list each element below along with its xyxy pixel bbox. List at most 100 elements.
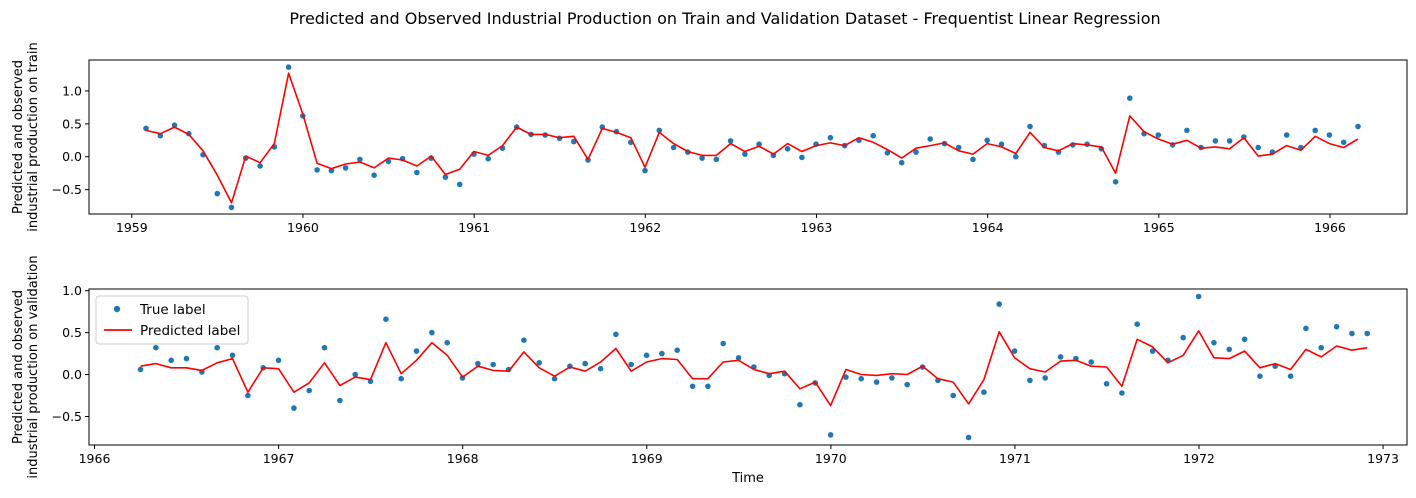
observed-point: [485, 155, 492, 162]
observed-point: [1326, 132, 1333, 138]
observed-point: [735, 355, 742, 361]
legend-true-label-text: True label: [139, 302, 206, 318]
observed-point: [383, 316, 389, 323]
figure-title: Predicted and Observed Industrial Produc…: [289, 9, 1160, 28]
observed-point: [275, 357, 282, 364]
y-axis-label-line: industrial production on train: [26, 42, 41, 231]
axes-frame: [88, 288, 1408, 446]
observed-point: [444, 339, 451, 346]
observed-point: [1027, 377, 1033, 384]
observed-point: [1042, 375, 1048, 381]
observed-point: [214, 344, 220, 351]
observed-point: [171, 122, 178, 128]
observed-point: [950, 392, 956, 399]
observed-point: [582, 360, 588, 367]
x-tick-label: 1972: [1183, 451, 1215, 466]
observed-point: [1303, 325, 1309, 332]
observed-point: [984, 137, 990, 144]
observed-point: [873, 379, 880, 385]
observed-point: [521, 337, 527, 344]
observed-point: [727, 138, 734, 144]
x-tick-label: 1967: [263, 451, 295, 466]
y-tick-label: 0.5: [62, 116, 82, 131]
x-tick-label: 1968: [447, 451, 479, 466]
x-tick-label: 1969: [631, 451, 663, 466]
observed-point: [1340, 139, 1347, 146]
observed-point: [1349, 330, 1355, 337]
observed-point: [157, 132, 164, 139]
observed-point: [1088, 359, 1094, 365]
x-tick-label: 1962: [629, 220, 661, 235]
observed-point: [628, 361, 634, 368]
observed-point: [1226, 138, 1233, 144]
legend: True label Predicted label: [95, 295, 249, 345]
observed-point: [1184, 127, 1190, 134]
observed-point: [884, 150, 891, 156]
observed-point: [597, 365, 604, 372]
observed-point: [1134, 321, 1140, 328]
observed-point: [642, 167, 648, 174]
observed-point: [398, 375, 405, 382]
y-tick-label: 1.0: [62, 83, 82, 98]
train-axes: 1959 1960 1961 1962 1963 1964 1965 1966 −0.5 0.0 0…: [11, 42, 1408, 235]
observed-point: [643, 352, 650, 359]
y-axis-label: Predicted and observedindustrial product…: [11, 255, 41, 478]
observed-point: [996, 301, 1002, 307]
observed-point: [1027, 123, 1033, 130]
observed-point: [965, 434, 972, 441]
observed-point: [689, 383, 696, 390]
observed-point: [1255, 144, 1261, 151]
observed-point: [1287, 373, 1294, 380]
observed-point: [285, 64, 292, 70]
observed-point: [1283, 132, 1290, 138]
observed-point: [429, 329, 435, 336]
observed-point: [797, 401, 803, 408]
observed-point: [456, 181, 463, 188]
x-tick-label: 1971: [999, 451, 1031, 466]
observed-point: [699, 155, 705, 161]
observed-point: [904, 381, 910, 388]
legend-true-label-marker: [113, 305, 121, 313]
axes-frame: [88, 59, 1408, 215]
x-tick-label: 1963: [801, 220, 833, 235]
observed-point: [656, 127, 663, 134]
y-tick-label: 0.0: [62, 367, 82, 382]
observed-point: [257, 163, 263, 169]
observed-point: [342, 165, 349, 171]
observed-point: [1127, 95, 1133, 101]
observed-point: [183, 355, 190, 362]
predicted-series-line: [140, 330, 1368, 407]
observed-point: [998, 141, 1005, 147]
observed-point: [1195, 293, 1202, 300]
observed-point: [1103, 381, 1110, 387]
observed-point: [970, 156, 976, 163]
x-tick-label: 1964: [972, 220, 1004, 235]
observed-point: [1312, 127, 1318, 134]
observed-point: [955, 144, 962, 151]
observed-point: [756, 141, 762, 147]
x-tick-label: 1966: [1314, 220, 1346, 235]
observed-point: [705, 383, 711, 390]
observed-point: [314, 167, 320, 173]
x-axis-label: Time: [731, 471, 764, 486]
observed-point: [898, 159, 905, 166]
observed-point: [784, 146, 791, 152]
observed-point: [713, 156, 720, 163]
observed-point: [475, 360, 481, 367]
observed-point: [1318, 344, 1324, 351]
observed-point: [1013, 153, 1019, 160]
observed-point: [137, 366, 144, 373]
observed-point: [1155, 132, 1162, 138]
y-axis-label-line: Predicted and observed: [11, 60, 26, 214]
observed-point: [1211, 339, 1217, 346]
observed-point: [306, 387, 313, 394]
observed-point: [214, 190, 221, 197]
observed-point: [291, 405, 297, 411]
observed-point: [1057, 354, 1064, 360]
observed-point: [827, 432, 834, 438]
y-tick-label: −0.5: [52, 409, 82, 424]
observed-point: [799, 154, 805, 161]
observed-point: [1257, 373, 1263, 380]
observed-point: [414, 169, 420, 176]
